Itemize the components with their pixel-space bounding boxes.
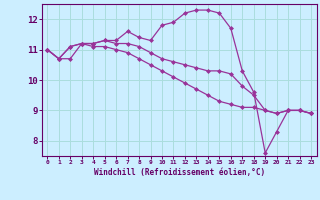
X-axis label: Windchill (Refroidissement éolien,°C): Windchill (Refroidissement éolien,°C) xyxy=(94,168,265,177)
